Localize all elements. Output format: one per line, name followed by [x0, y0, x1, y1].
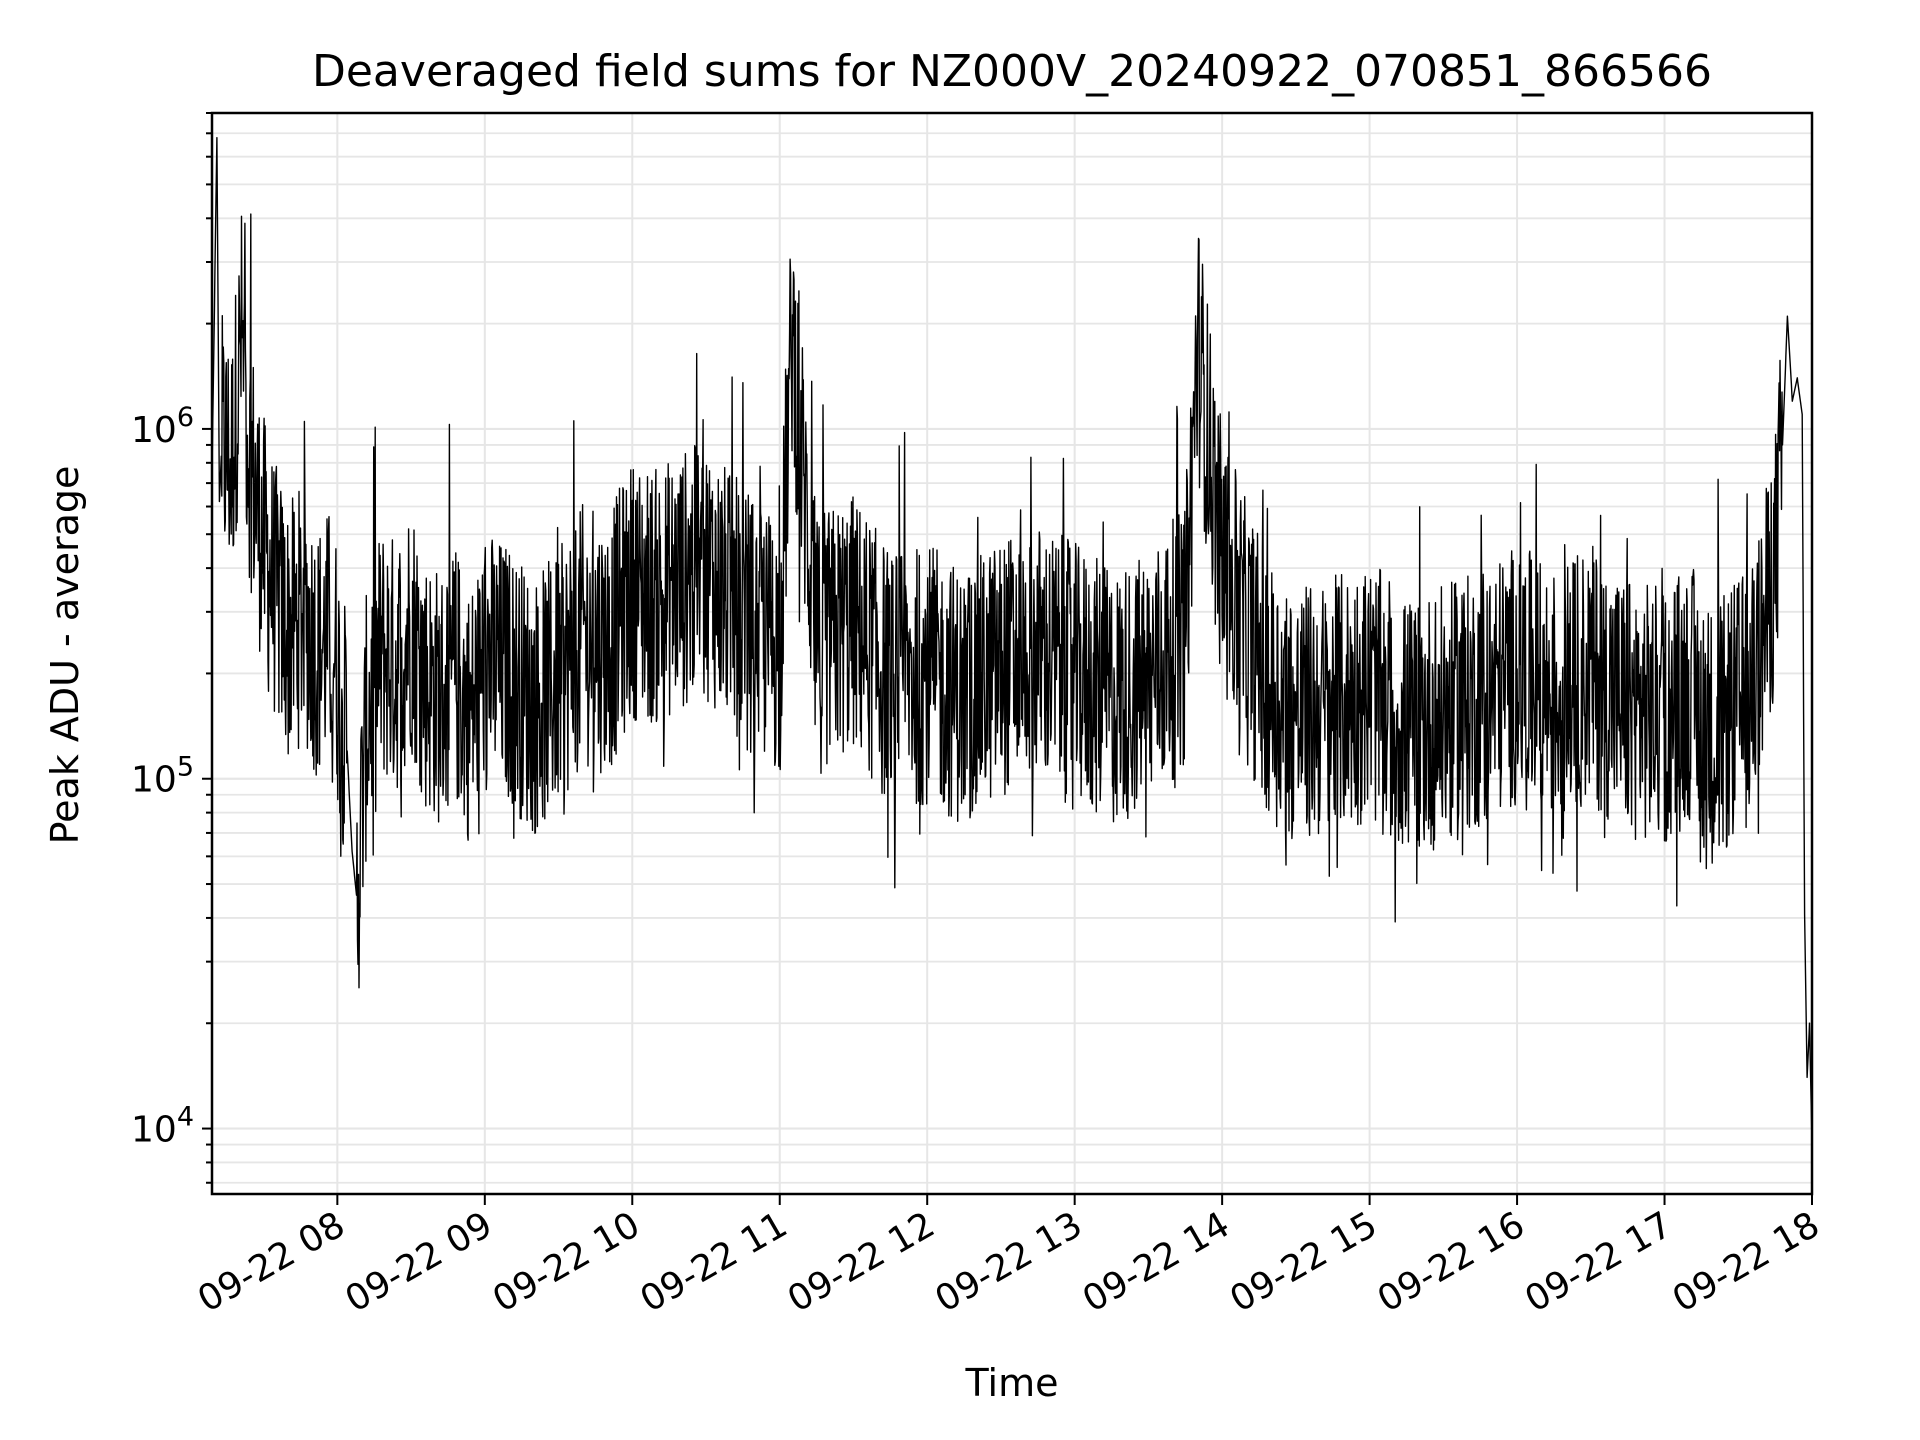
y-axis-title: Peak ADU - average	[43, 466, 87, 845]
y-tick-label-exponent: 5	[177, 752, 194, 783]
data-layer	[211, 137, 1813, 1145]
y-tick-label-exponent: 6	[177, 402, 194, 433]
series-line	[211, 137, 1813, 1145]
y-tick-label: 105	[131, 752, 194, 801]
y-tick-label-exponent: 4	[177, 1102, 194, 1133]
y-tick-label: 106	[131, 402, 194, 451]
y-tick-label-base: 10	[131, 1110, 177, 1151]
x-axis-title: Time	[965, 1361, 1059, 1405]
y-tick-label: 104	[131, 1102, 194, 1151]
chart-title: Deaveraged field sums for NZ000V_2024092…	[312, 46, 1712, 97]
y-tick-label-base: 10	[131, 410, 177, 451]
y-tick-label-base: 10	[131, 760, 177, 801]
plot-frame	[210, 111, 1814, 1196]
grid-layer	[212, 112, 1813, 1194]
